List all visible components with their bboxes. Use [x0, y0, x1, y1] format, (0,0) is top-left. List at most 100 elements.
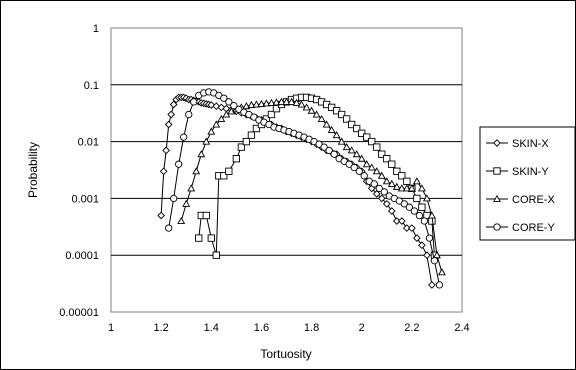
- data-point: [387, 207, 396, 215]
- data-point: [217, 114, 226, 123]
- data-point: [202, 211, 210, 220]
- data-point: [187, 184, 196, 192]
- x-tick-label: 1.8: [304, 322, 319, 334]
- data-point: [195, 234, 203, 242]
- data-point: [162, 146, 170, 155]
- data-point: [398, 172, 406, 180]
- data-point: [425, 234, 434, 242]
- y-tick-label: 0.001: [71, 193, 99, 205]
- y-tick-label: 0.00001: [59, 307, 99, 319]
- data-point: [397, 184, 406, 192]
- data-point: [413, 194, 421, 203]
- x-tick-label: 1.2: [153, 322, 168, 334]
- data-point: [338, 110, 346, 119]
- data-point: [423, 251, 431, 260]
- y-axis-label: Probability: [26, 142, 40, 198]
- data-point: [227, 107, 236, 115]
- data-point: [428, 281, 436, 289]
- data-point: [348, 120, 356, 129]
- data-point: [157, 211, 165, 220]
- data-point: [252, 124, 261, 133]
- data-point: [170, 194, 178, 203]
- data-point: [387, 179, 396, 187]
- data-point: [230, 101, 238, 110]
- data-point: [225, 167, 233, 175]
- data-point: [437, 268, 446, 276]
- y-tick-label: 0.1: [84, 80, 99, 92]
- x-axis-label: Tortuosity: [260, 347, 311, 361]
- data-point: [207, 127, 216, 135]
- x-tick-label: 2: [359, 322, 365, 334]
- data-point: [372, 167, 381, 175]
- data-point: [185, 110, 193, 119]
- data-point: [368, 137, 376, 146]
- data-point: [325, 146, 333, 155]
- data-point: [337, 137, 346, 145]
- data-point: [393, 167, 401, 175]
- y-tick-labels: 1 0.1 0.01 0.001 0.0001 0.00001: [59, 23, 99, 319]
- plot-area: [110, 27, 463, 313]
- data-point: [360, 172, 368, 180]
- data-point: [415, 211, 424, 220]
- data-point: [378, 150, 386, 158]
- grid-lines: [111, 84, 462, 256]
- data-point: [418, 241, 426, 250]
- data-point: [287, 97, 296, 105]
- legend-marker: [493, 223, 501, 231]
- data-point: [353, 124, 361, 133]
- series-group: [157, 88, 446, 289]
- data-point: [403, 224, 411, 232]
- data-point: [342, 142, 351, 151]
- data-point: [435, 281, 444, 289]
- data-point: [410, 207, 419, 215]
- data-point: [407, 184, 416, 192]
- legend-marker: [493, 167, 501, 175]
- data-point: [422, 194, 431, 202]
- data-point: [312, 110, 321, 118]
- data-point: [405, 203, 413, 211]
- data-point: [262, 99, 271, 107]
- data-point: [372, 190, 381, 198]
- data-point: [317, 114, 326, 123]
- data-point: [382, 177, 391, 185]
- x-tick-label: 1.4: [204, 322, 219, 334]
- data-point: [272, 105, 281, 113]
- data-point: [175, 160, 183, 168]
- data-point: [420, 217, 429, 225]
- data-point: [297, 100, 306, 108]
- y-tick-label: 1: [93, 23, 99, 35]
- legend-item: SKIN-Y: [486, 166, 549, 178]
- data-point: [362, 160, 371, 168]
- data-point: [427, 211, 436, 219]
- data-point: [332, 131, 341, 139]
- x-tick-label: 1.6: [254, 322, 269, 334]
- data-point: [375, 184, 383, 193]
- legend-item: CORE-X: [486, 194, 555, 206]
- data-point: [418, 203, 426, 211]
- data-point: [397, 217, 406, 225]
- data-point: [252, 100, 261, 108]
- data-point: [430, 257, 439, 265]
- data-point: [330, 150, 338, 158]
- legend-box: [479, 126, 576, 241]
- data-point: [192, 167, 201, 175]
- x-tick-label: 2.2: [404, 322, 419, 334]
- data-point: [417, 184, 426, 192]
- data-point: [352, 150, 361, 158]
- data-point: [225, 98, 233, 106]
- data-point: [380, 188, 388, 196]
- data-point: [247, 100, 256, 109]
- series-core-y: [165, 88, 444, 289]
- data-point: [159, 167, 168, 176]
- data-point: [400, 200, 408, 208]
- data-point: [388, 160, 396, 168]
- data-point: [373, 143, 381, 151]
- data-point: [190, 98, 198, 106]
- data-point: [355, 167, 363, 175]
- data-point: [242, 137, 251, 146]
- data-point: [357, 154, 366, 162]
- data-point: [220, 172, 228, 180]
- data-point: [345, 160, 353, 168]
- data-point: [363, 133, 371, 141]
